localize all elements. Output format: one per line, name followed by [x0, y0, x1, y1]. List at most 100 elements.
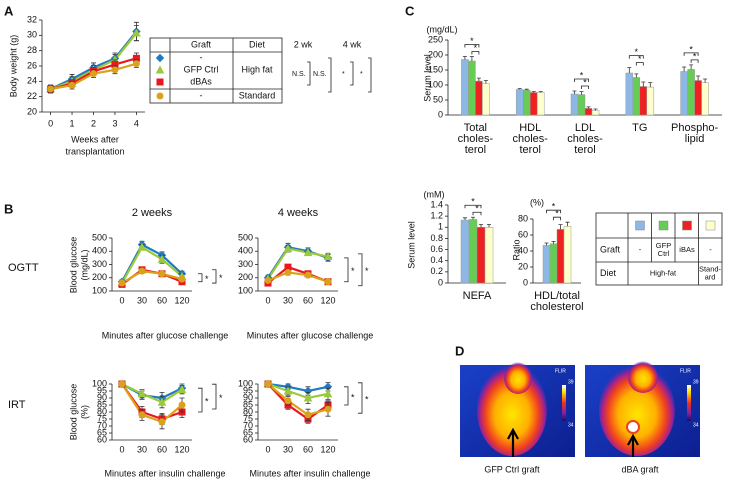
error-bar — [551, 241, 556, 244]
marker — [283, 386, 293, 395]
legend-swatch — [658, 220, 669, 231]
x-tick-label: Phospho- — [671, 122, 718, 134]
y-tick-label: 100 — [428, 79, 443, 89]
significance: * — [205, 396, 209, 406]
bar — [646, 86, 655, 116]
y-tick-label: 65 — [97, 427, 107, 437]
caption: GFP Ctrl graft — [484, 464, 540, 474]
x-tick-label: 60 — [303, 444, 313, 454]
legend-marker — [155, 53, 165, 63]
y-tick-label: 85 — [97, 399, 107, 409]
row-label: IRT — [8, 399, 26, 411]
x-tick-label: 3 — [112, 118, 117, 128]
line — [267, 383, 329, 416]
caption: dBA graft — [621, 464, 659, 474]
y-tick-label: 95 — [97, 385, 107, 395]
legend-cell: High-fat — [650, 268, 677, 277]
y-tick-label: 100 — [238, 285, 253, 295]
y-tick-label: 28 — [27, 45, 37, 55]
x-tick-label: terol — [465, 144, 486, 156]
legend-swatch — [635, 220, 645, 231]
y-tick-label: 40 — [518, 245, 528, 255]
unit-label: (mM) — [424, 189, 445, 199]
marker — [132, 28, 141, 37]
marker — [177, 385, 187, 394]
scale-max: 39 — [568, 379, 574, 385]
marker — [90, 70, 97, 78]
bar — [529, 92, 538, 116]
error-bar — [641, 81, 646, 87]
thermal-body — [599, 364, 675, 456]
bar — [515, 89, 524, 116]
significance: * — [471, 197, 475, 207]
scale-max: 39 — [693, 379, 699, 385]
significance: * — [638, 54, 642, 64]
chart-title: 2 weeks — [132, 207, 173, 219]
panel-label: B — [4, 201, 13, 216]
y-tick-label: 400 — [238, 246, 253, 256]
marker — [158, 418, 166, 426]
y-tick-label: 0.2 — [430, 266, 443, 276]
panel-label: A — [4, 3, 14, 18]
thermal-head — [628, 361, 658, 393]
significance: * — [583, 77, 587, 87]
y-tick-label: 60 — [97, 434, 107, 444]
error-bar — [479, 224, 483, 228]
thermal-scale — [562, 385, 566, 421]
y-tick-label: 1.4 — [430, 199, 443, 209]
bracket — [344, 257, 349, 283]
error-bar — [544, 242, 549, 246]
bracket — [368, 57, 372, 93]
bracket — [307, 61, 311, 86]
y-axis-label: Serum level — [422, 54, 432, 102]
x-tick-label: 30 — [283, 295, 293, 305]
y-tick-label: 1.2 — [430, 211, 443, 221]
bracket — [472, 211, 482, 216]
marker — [304, 271, 312, 279]
marker — [132, 60, 140, 68]
x-tick-label: cholesterol — [530, 301, 583, 313]
marker — [138, 267, 146, 275]
error-bar — [531, 91, 536, 93]
marker — [284, 268, 292, 276]
bar — [522, 89, 531, 116]
x-tick-label: lipid — [685, 133, 705, 145]
y-tick-label: 400 — [92, 246, 107, 256]
bar — [556, 229, 565, 284]
bar — [687, 69, 695, 116]
bracket — [198, 273, 203, 283]
x-tick-label: 120 — [320, 444, 335, 454]
x-tick-label: terol — [519, 144, 540, 156]
marker — [118, 380, 126, 388]
significance: * — [552, 202, 556, 212]
error-bar — [483, 80, 488, 84]
x-axis-label: Weeks after — [71, 134, 119, 144]
significance: * — [351, 392, 355, 402]
y-tick-label: 20 — [518, 261, 528, 271]
legend-label: - — [200, 90, 203, 100]
y-tick-label: 75 — [97, 413, 107, 423]
y-tick-label: 0.6 — [430, 244, 443, 254]
significance: * — [475, 204, 479, 214]
x-tick-label: 30 — [137, 295, 147, 305]
y-tick-label: 150 — [428, 64, 443, 74]
y-axis-label: (mg/dL) — [79, 249, 89, 280]
line — [267, 265, 329, 284]
line — [267, 271, 329, 283]
marker — [284, 397, 292, 405]
significance: * — [342, 71, 345, 78]
legend-cell: GFP — [656, 241, 671, 250]
y-tick-label: 24 — [27, 76, 37, 86]
significance: * — [360, 71, 363, 78]
arrow — [507, 427, 519, 457]
x-tick-label: 60 — [303, 295, 313, 305]
arrow — [627, 433, 639, 457]
x-tick-label: choles- — [458, 133, 494, 145]
x-tick-label: Total — [464, 122, 487, 134]
error-bar — [469, 56, 474, 61]
y-tick-label: 90 — [243, 392, 253, 402]
error-bar — [471, 216, 475, 220]
scale-min: 34 — [568, 422, 574, 428]
period-label: 4 wk — [343, 39, 362, 49]
